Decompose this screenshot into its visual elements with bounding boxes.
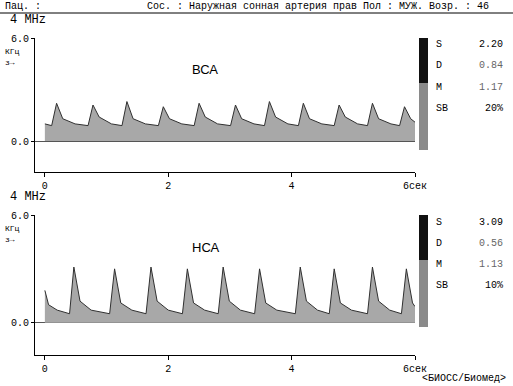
svg-text:0.0: 0.0 — [11, 137, 29, 148]
svg-text:M: M — [436, 259, 442, 270]
svg-text:4: 4 — [289, 181, 295, 192]
svg-text:6сек: 6сек — [403, 364, 427, 375]
svg-text:0: 0 — [42, 181, 48, 192]
svg-text:з→: з→ — [5, 235, 15, 244]
svg-text:4: 4 — [289, 364, 295, 375]
svg-text:D: D — [436, 238, 442, 249]
svg-text:0.56: 0.56 — [479, 238, 503, 249]
svg-text:1.17: 1.17 — [479, 82, 503, 93]
svg-text:з→: з→ — [5, 58, 15, 67]
svg-text:0: 0 — [42, 364, 48, 375]
svg-text:6.0: 6.0 — [11, 211, 29, 222]
svg-text:6.0: 6.0 — [11, 34, 29, 45]
svg-text:4 MHz: 4 MHz — [10, 190, 46, 204]
svg-text:M: M — [436, 82, 442, 93]
svg-text:2: 2 — [165, 364, 171, 375]
svg-text:2.20: 2.20 — [479, 39, 503, 50]
svg-text:0.0: 0.0 — [11, 318, 29, 329]
svg-text:1.13: 1.13 — [479, 259, 503, 270]
svg-text:2: 2 — [165, 181, 171, 192]
svg-text:ВСА: ВСА — [192, 62, 218, 77]
svg-text:КГц: КГц — [5, 224, 20, 233]
svg-text:6сек: 6сек — [403, 181, 427, 192]
svg-text:D: D — [436, 60, 442, 71]
svg-text:SB: SB — [436, 103, 448, 114]
svg-text:10%: 10% — [485, 280, 503, 291]
svg-text:КГц: КГц — [5, 47, 20, 56]
svg-text:3.09: 3.09 — [479, 217, 503, 228]
svg-text:Пац. :: Пац. : — [5, 1, 41, 12]
svg-text:0.84: 0.84 — [479, 60, 503, 71]
svg-text:20%: 20% — [485, 103, 503, 114]
svg-text:НСА: НСА — [192, 240, 219, 255]
svg-text:S: S — [436, 39, 442, 50]
svg-text:SB: SB — [436, 280, 448, 291]
svg-text:S: S — [436, 217, 442, 228]
svg-text:4 MHz: 4 MHz — [10, 13, 46, 27]
svg-text:<БИОСС/Биомед>: <БИОСС/Биомед> — [422, 373, 506, 384]
svg-text:Сос. : Наружная сонная артерия: Сос. : Наружная сонная артерия прав Пол … — [147, 1, 489, 12]
